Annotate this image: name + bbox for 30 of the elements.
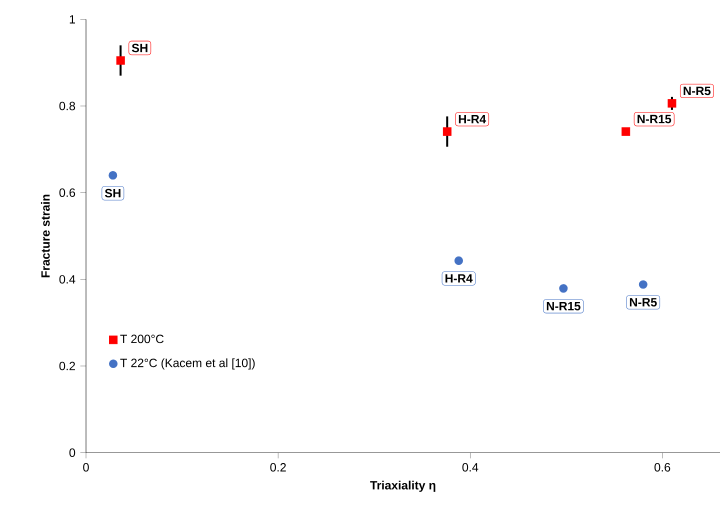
point bbox=[668, 99, 676, 108]
x-tick-label: 0 bbox=[83, 463, 89, 472]
annotation: N-R5 bbox=[684, 86, 711, 96]
annotation: SH bbox=[132, 44, 148, 52]
point bbox=[454, 256, 463, 265]
y-tick-label: 0.6 bbox=[59, 188, 76, 197]
y-tick-label: 0 bbox=[69, 448, 76, 457]
point bbox=[622, 127, 630, 136]
annotation: N-R15 bbox=[638, 114, 672, 124]
x-tick-label: 0.2 bbox=[270, 463, 286, 472]
y-tick-label: 0.8 bbox=[59, 102, 76, 110]
y-tick-label: 1 bbox=[70, 15, 76, 24]
point bbox=[116, 56, 125, 65]
y-tick-label: 0.4 bbox=[59, 275, 76, 284]
annotation: N-R15 bbox=[546, 302, 580, 310]
annotation: H-R4 bbox=[458, 115, 486, 124]
x-axis-title: Triaxiality η bbox=[370, 480, 436, 492]
point bbox=[108, 171, 118, 180]
x-tick-label: 0.6 bbox=[654, 463, 670, 472]
legend-label: T 22°C (Kacem et al [10]) bbox=[120, 358, 255, 370]
point bbox=[559, 284, 568, 293]
y-axis-title: Fracture strain bbox=[40, 194, 50, 278]
point bbox=[442, 127, 452, 136]
point bbox=[638, 280, 648, 289]
annotation: H-R4 bbox=[446, 274, 473, 283]
x-tick-label: 0.4 bbox=[462, 463, 478, 472]
legend-label: T 200°C bbox=[120, 334, 164, 344]
annotation: N-R5 bbox=[630, 298, 657, 307]
annotation: SH bbox=[104, 188, 120, 198]
y-tick-label: 0.2 bbox=[59, 362, 75, 370]
